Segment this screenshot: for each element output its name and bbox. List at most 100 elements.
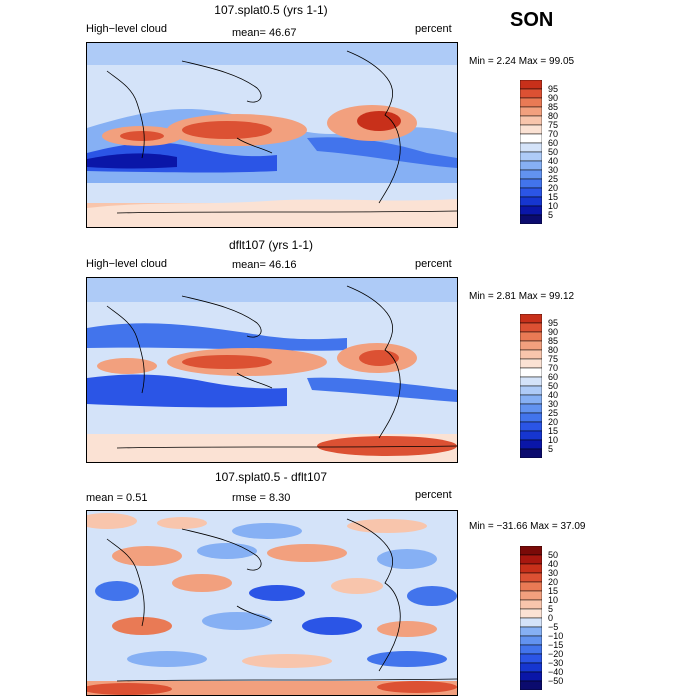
colorbar-swatch	[519, 214, 543, 225]
panel-1-colorbar-swatches	[519, 79, 543, 225]
colorbar-tick-label: 85	[548, 102, 559, 112]
coastlines	[106, 285, 457, 449]
colorbar-tick-label: 50	[548, 381, 559, 391]
colorbar-swatch	[519, 394, 543, 405]
panel-2-map	[86, 277, 458, 463]
colorbar-swatch	[519, 545, 543, 556]
colorbar-tick-label: 30	[548, 165, 559, 175]
panel-2-mean-label: mean= 46.16	[232, 259, 297, 271]
colorbar-tick-label: 75	[548, 120, 559, 130]
colorbar-tick-label: −40	[548, 667, 564, 677]
colorbar-tick-label: 80	[548, 111, 559, 121]
colorbar-swatch	[519, 97, 543, 108]
field-blue-band-pacific	[307, 377, 457, 402]
colorbar-swatch	[519, 403, 543, 414]
colorbar-swatch	[519, 196, 543, 207]
colorbar-swatch	[519, 79, 543, 90]
colorbar-swatch	[519, 313, 543, 324]
colorbar-tick-label: 50	[548, 147, 559, 157]
colorbar-swatch	[519, 671, 543, 682]
colorbar-tick-label: 25	[548, 408, 559, 418]
colorbar-tick-label: −50	[548, 676, 564, 686]
colorbar-tick-label: 40	[548, 156, 559, 166]
colorbar-tick-label: 70	[548, 129, 559, 139]
panel-2-minmax: Min = 2.81 Max = 99.12	[469, 291, 575, 302]
panel-1-variable-label: High−level cloud	[86, 23, 168, 35]
colorbar-tick-label: −5	[548, 622, 559, 632]
colorbar-swatch	[519, 617, 543, 628]
colorbar-tick-label: 70	[548, 363, 559, 373]
field-warm-antarctic	[317, 436, 457, 456]
colorbar-tick-label: −20	[548, 649, 564, 659]
panel-2-colorbar	[519, 313, 543, 459]
colorbar-swatch	[519, 115, 543, 126]
panel-3-mean-label: mean = 0.51	[86, 492, 148, 504]
colorbar-swatch	[519, 358, 543, 369]
panel-2-units-label: percent	[415, 258, 452, 270]
colorbar-swatch	[519, 331, 543, 342]
panel-2-field	[87, 278, 457, 462]
colorbar-tick-label: 40	[548, 559, 559, 569]
colorbar-swatch	[519, 322, 543, 333]
field-band-north	[87, 43, 457, 65]
panel-3-rmse-label: rmse = 8.30	[232, 492, 291, 504]
colorbar-swatch	[519, 563, 543, 574]
colorbar-swatch	[519, 133, 543, 144]
panel-3-units-label: percent	[415, 489, 452, 501]
field-warm-maritime-core	[182, 355, 272, 369]
field-band-north	[87, 278, 457, 302]
colorbar-swatch	[519, 385, 543, 396]
colorbar-swatch	[519, 205, 543, 216]
colorbar-swatch	[519, 680, 543, 691]
colorbar-swatch	[519, 572, 543, 583]
colorbar-swatch	[519, 340, 543, 351]
panel-3-field	[87, 511, 457, 695]
panel-1-minmax: Min = 2.24 Max = 99.05	[469, 56, 575, 67]
panel-3-map	[86, 510, 458, 696]
field-warm-antarctic-east	[377, 681, 457, 693]
field-warm-amazon-core	[359, 350, 399, 366]
colorbar-swatch	[519, 367, 543, 378]
colorbar-tick-label: 40	[548, 390, 559, 400]
colorbar-swatch	[519, 554, 543, 565]
colorbar-swatch	[519, 662, 543, 673]
field-warm-africa	[97, 358, 157, 374]
field-antarctic-edge	[87, 199, 457, 227]
colorbar-tick-label: 90	[548, 327, 559, 337]
panel-3-colorbar	[519, 545, 543, 691]
colorbar-tick-label: −15	[548, 640, 564, 650]
colorbar-tick-label: 30	[548, 399, 559, 409]
panel-3-colorbar-swatches	[519, 545, 543, 691]
colorbar-swatch	[519, 412, 543, 423]
colorbar-tick-label: 20	[548, 417, 559, 427]
panel-3-title: 107.splat0.5 - dflt107	[214, 470, 328, 484]
panel-1-title: 107.splat0.5 (yrs 1-1)	[214, 3, 328, 17]
colorbar-tick-label: 20	[548, 577, 559, 587]
colorbar-swatch	[519, 169, 543, 180]
field-blue-band-south-pacific	[307, 137, 457, 168]
colorbar-swatch	[519, 421, 543, 432]
colorbar-tick-label: 30	[548, 568, 559, 578]
colorbar-swatch	[519, 160, 543, 171]
panel-1-field	[87, 43, 457, 227]
colorbar-tick-label: 90	[548, 93, 559, 103]
colorbar-tick-label: 25	[548, 174, 559, 184]
colorbar-tick-label: 15	[548, 426, 559, 436]
field-band-midlat-north	[87, 65, 457, 95]
field-warm-antarctic-west	[87, 683, 172, 695]
panel-2-variable-label: High−level cloud	[86, 258, 168, 270]
colorbar-swatch	[519, 349, 543, 360]
colorbar-tick-label: 5	[548, 444, 554, 454]
colorbar-swatch	[519, 448, 543, 459]
coastlines	[106, 518, 457, 682]
colorbar-swatch	[519, 430, 543, 441]
panel-1-mean-label: mean= 46.67	[232, 27, 297, 39]
field-blue-band-north	[87, 323, 347, 351]
colorbar-swatch	[519, 599, 543, 610]
colorbar-swatch	[519, 608, 543, 619]
colorbar-swatch	[519, 88, 543, 99]
colorbar-tick-label: 80	[548, 345, 559, 355]
colorbar-swatch	[519, 376, 543, 387]
colorbar-swatch	[519, 590, 543, 601]
colorbar-swatch	[519, 178, 543, 189]
